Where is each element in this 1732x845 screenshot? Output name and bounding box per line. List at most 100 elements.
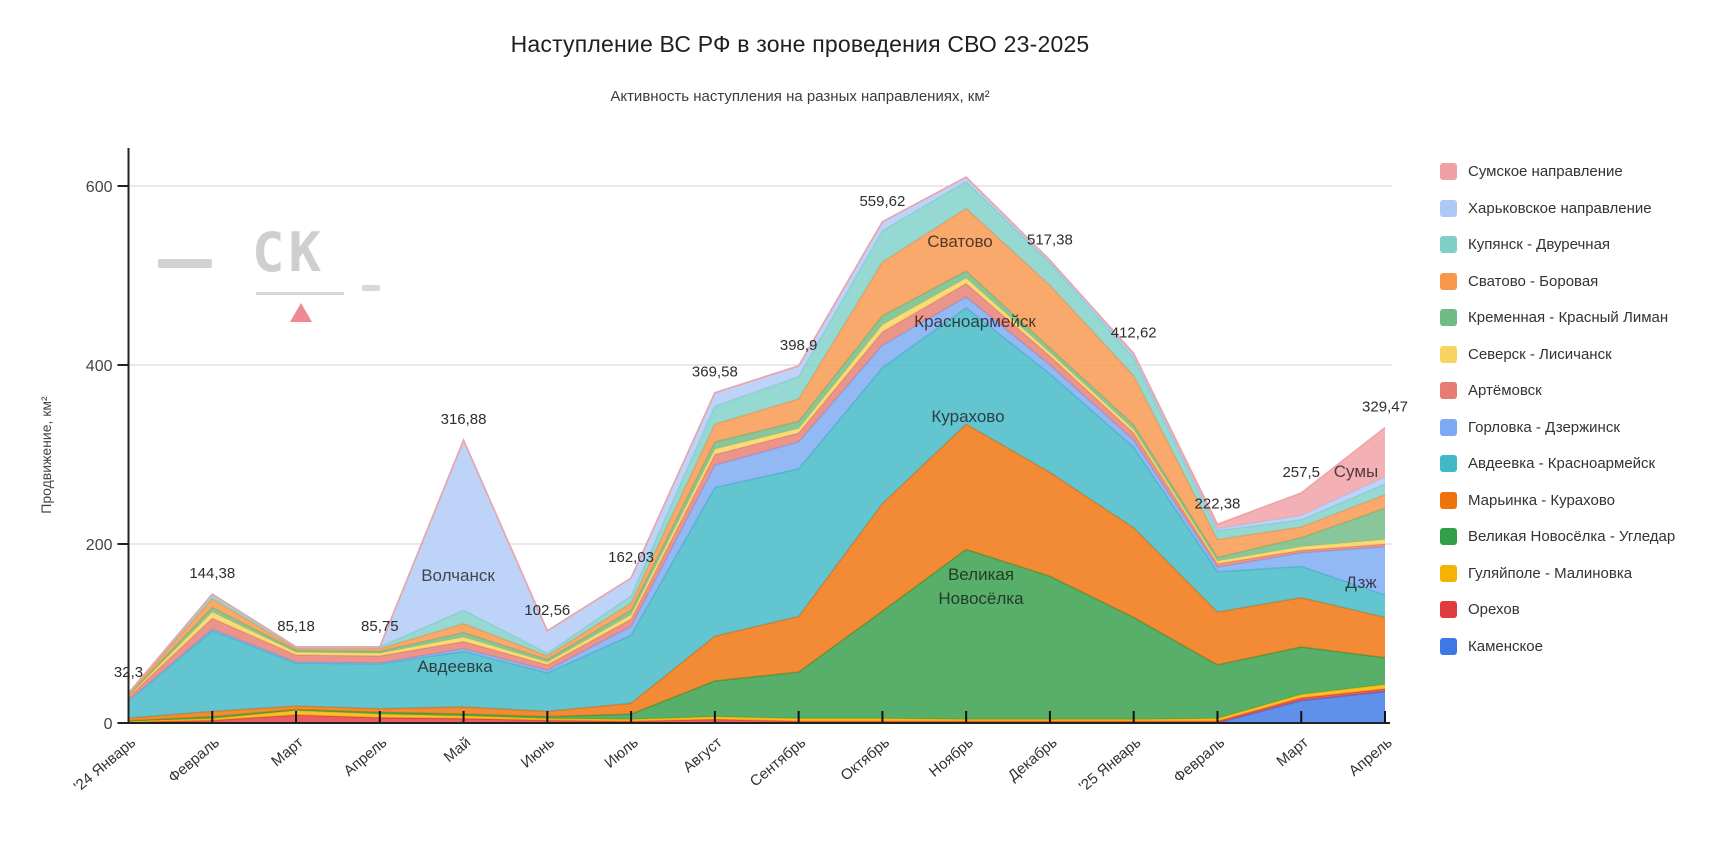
legend-swatch-icon xyxy=(1440,491,1457,509)
legend-label: Марьинка - Курахово xyxy=(1468,491,1615,509)
area-10[interactable] xyxy=(128,208,1386,696)
legend-label: Орехов xyxy=(1468,601,1520,618)
legend-label: Гуляйполе - Малиновка xyxy=(1468,564,1633,582)
legend-item-13[interactable]: Каменское xyxy=(1440,637,1675,655)
y-tick-label-200: 200 xyxy=(86,537,113,554)
legend-label: Горловка - Дзержинск xyxy=(1468,418,1620,436)
legend-label: Сватово - Боровая xyxy=(1468,272,1599,290)
area-1[interactable] xyxy=(128,688,1386,723)
data-label-2: 85,18 xyxy=(277,618,315,635)
legend-swatch-icon xyxy=(1440,418,1457,436)
legend-swatch-icon xyxy=(1440,637,1457,655)
y-tick-label-600: 600 xyxy=(86,179,113,196)
area-12[interactable] xyxy=(128,177,1386,694)
legend-item-7[interactable]: Горловка - Дзержинск xyxy=(1440,418,1675,436)
legend-label: Харьковское направление xyxy=(1468,199,1652,217)
data-label-12: 412,62 xyxy=(1111,324,1157,341)
legend-item-0[interactable]: Сумское направление xyxy=(1440,163,1675,180)
x-label-1: Февраль xyxy=(165,734,223,786)
line-13 xyxy=(127,176,1386,694)
x-label-7: Август xyxy=(680,734,726,776)
x-label-2: Март xyxy=(268,734,307,770)
area-3[interactable] xyxy=(128,549,1386,722)
data-label-13: 222,38 xyxy=(1195,495,1241,512)
x-label-0: '24 Январь xyxy=(71,734,140,795)
annotation-7: Сумы xyxy=(1334,462,1379,481)
legend-item-6[interactable]: Артёмовск xyxy=(1440,382,1675,399)
legend-label: Великая Новосёлка - Угледар xyxy=(1468,528,1676,545)
data-label-7: 369,58 xyxy=(692,364,738,381)
data-label-5: 102,56 xyxy=(524,602,570,619)
legend-swatch-icon xyxy=(1440,382,1457,399)
annotation-1: Авдеевка xyxy=(417,657,493,676)
data-label-3: 85,75 xyxy=(361,618,399,635)
legend-label: Купянск - Двуречная xyxy=(1468,236,1611,253)
chart-title: Наступление ВС РФ в зоне проведения СВО … xyxy=(510,31,1090,57)
legend-item-4[interactable]: Кременная - Красный Лиман xyxy=(1440,309,1675,326)
annotation-4: Курахово xyxy=(931,407,1004,426)
legend-label: Артёмовск xyxy=(1468,382,1542,399)
x-label-13: Февраль xyxy=(1170,734,1228,786)
annotation-3: Красноармейск xyxy=(914,312,1036,331)
data-label-0: 32,3 xyxy=(114,664,143,681)
legend-label: Северск - Лисичанск xyxy=(1468,345,1612,363)
area-4[interactable] xyxy=(128,424,1386,721)
x-label-3: Апрель xyxy=(340,734,390,780)
legend-item-5[interactable]: Северск - Лисичанск xyxy=(1440,345,1675,363)
y-tick-label-400: 400 xyxy=(86,358,113,375)
legend-item-3[interactable]: Сватово - Боровая xyxy=(1440,272,1675,290)
y-tick-label-0: 0 xyxy=(104,716,113,733)
legend-label: Сумское направление xyxy=(1468,163,1623,180)
x-label-14: Март xyxy=(1273,734,1312,770)
data-label-9: 559,62 xyxy=(859,193,905,210)
area-0[interactable] xyxy=(128,691,1386,723)
data-label-6: 162,03 xyxy=(608,549,654,566)
legend-item-9[interactable]: Марьинка - Курахово xyxy=(1440,491,1675,509)
legend-label: Каменское xyxy=(1468,637,1543,655)
annotation-8: Дзж xyxy=(1345,573,1377,592)
y-axis-title: Продвижение, км² xyxy=(38,396,54,514)
data-label-11: 517,38 xyxy=(1027,231,1073,248)
area-5[interactable] xyxy=(128,307,1386,719)
annotation-2: Сватово xyxy=(927,232,993,251)
legend-swatch-icon xyxy=(1440,272,1457,290)
annotation-5: Великая xyxy=(948,565,1014,584)
annotation-0: Волчанск xyxy=(421,566,495,585)
chart-subtitle: Активность наступления на разных направл… xyxy=(610,88,990,105)
legend-swatch-icon xyxy=(1440,199,1457,217)
legend-item-11[interactable]: Гуляйполе - Малиновка xyxy=(1440,564,1675,582)
x-label-6: Июль xyxy=(601,734,641,772)
x-label-9: Октябрь xyxy=(838,734,894,785)
legend-swatch-icon xyxy=(1440,564,1457,582)
data-label-1: 144,38 xyxy=(189,565,235,582)
legend-item-10[interactable]: Великая Новосёлка - Угледар xyxy=(1440,528,1675,545)
legend-item-2[interactable]: Купянск - Двуречная xyxy=(1440,236,1675,253)
x-label-5: Июнь xyxy=(518,734,558,772)
legend-swatch-icon xyxy=(1440,528,1457,545)
chart-legend: Сумское направление Харьковское направлен… xyxy=(1440,163,1675,674)
legend-swatch-icon xyxy=(1440,309,1457,326)
x-label-11: Декабрь xyxy=(1005,734,1061,785)
x-label-4: Май xyxy=(441,734,474,766)
legend-label: Кременная - Красный Лиман xyxy=(1468,309,1669,326)
data-label-4: 316,88 xyxy=(441,411,487,428)
legend-item-8[interactable]: Авдеевка - Красноармейск xyxy=(1440,455,1675,472)
annotation-6: Новосёлка xyxy=(938,589,1024,608)
data-label-8: 398,9 xyxy=(780,337,818,354)
legend-swatch-icon xyxy=(1440,236,1457,253)
x-label-15: Апрель xyxy=(1346,734,1396,780)
x-label-12: '25 Январь xyxy=(1076,734,1145,795)
x-label-8: Сентябрь xyxy=(747,734,810,790)
data-label-14: 257,5 xyxy=(1282,464,1320,481)
legend-swatch-icon xyxy=(1440,601,1457,618)
data-label-15: 329,47 xyxy=(1362,399,1408,416)
legend-swatch-icon xyxy=(1440,345,1457,363)
legend-item-1[interactable]: Харьковское направление xyxy=(1440,199,1675,217)
legend-swatch-icon xyxy=(1440,163,1457,180)
x-label-10: Ноябрь xyxy=(926,734,977,781)
legend-label: Авдеевка - Красноармейск xyxy=(1468,455,1656,472)
legend-swatch-icon xyxy=(1440,455,1457,472)
legend-item-12[interactable]: Орехов xyxy=(1440,601,1675,618)
